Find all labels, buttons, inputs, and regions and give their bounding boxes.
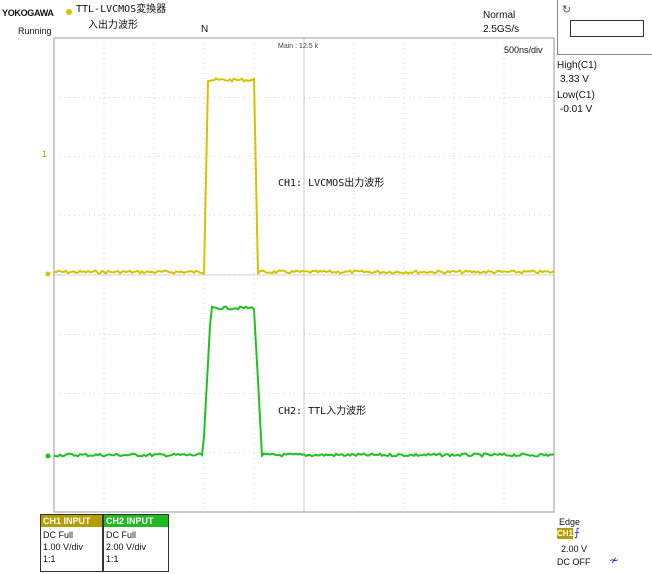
sample-rate: 2.5GS/s [483,24,520,35]
ch1-scale: 1.00 V/div [43,542,84,552]
ch1-level-marker: 1 [42,149,48,159]
ch1-coupling: DC Full [43,530,74,540]
trigger-coupling: DC OFF [557,557,591,567]
low-measure-label: Low(C1) [557,90,595,101]
ch1-ground-marker [45,271,51,277]
main-record-length: Main : 12.5 k [278,43,319,50]
ch1-panel-title: CH1 INPUT [41,515,102,527]
ch1-annotation: CH1: LVCMOS出力波形 [278,178,385,189]
refresh-icon[interactable]: ↻ [562,4,572,16]
acquisition-mode: Normal [483,10,516,21]
ch2-probe: 1:1 [106,554,119,564]
brand-logo: YOKOGAWA [2,8,54,18]
rising-edge-icon: ⨍ [574,527,580,539]
ch2-ground-marker [45,453,51,459]
timebase-readout: 500ns/div [504,45,543,55]
ch1-color-icon [66,9,72,15]
ch2-scale: 2.00 V/div [106,542,147,552]
ch1-waveform [53,77,555,276]
screen-title-line1: TTL-LVCMOS変換器 [76,4,167,15]
ch1-settings-panel[interactable]: CH1 INPUT DC Full 1.00 V/div 1:1 [40,514,103,572]
ch2-settings-panel[interactable]: CH2 INPUT DC Full 2.00 V/div 1:1 [103,514,169,572]
ch2-coupling: DC Full [106,530,137,540]
blank-input-field[interactable] [570,20,644,37]
graticule [53,37,555,513]
high-measure-label: High(C1) [557,60,598,71]
ch1-probe: 1:1 [43,554,56,564]
noise-reject-icon: ≁ [608,553,619,567]
trigger-type: Edge [559,517,581,527]
trigger-level: 2.00 V [561,544,588,554]
run-status: Running [18,26,52,36]
ch2-waveform [53,305,555,459]
ch2-panel-title: CH2 INPUT [104,515,168,527]
trigger-position-marker: N [201,24,209,35]
screen-title-line2: 入出力波形 [88,20,138,31]
ch2-annotation: CH2: TTL入力波形 [278,406,367,417]
high-measure-value: 3.33 V [560,74,589,85]
trigger-source-badge: CH1 [557,528,574,539]
low-measure-value: -0.01 V [560,104,593,115]
